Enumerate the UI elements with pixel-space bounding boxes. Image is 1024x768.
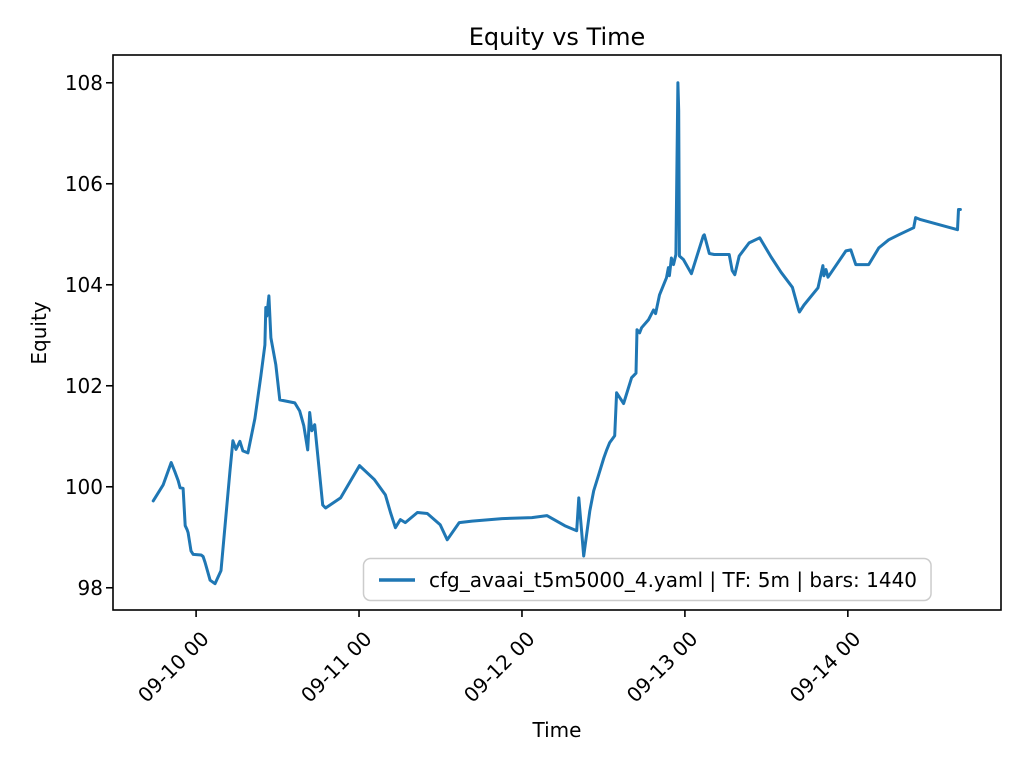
y-tick-label: 100: [65, 475, 103, 499]
y-axis-label: Equity: [27, 301, 51, 364]
y-tick-label: 98: [78, 576, 103, 600]
axis-ticks: 98 100 102 104 106 108 09-10 00 09-11 00 09-12 0…: [65, 71, 866, 707]
x-tick-label: 09-14 00: [785, 627, 866, 708]
y-tick-label: 106: [65, 172, 103, 196]
y-tick-label: 108: [65, 71, 103, 95]
x-tick-label: 09-10 00: [133, 627, 214, 708]
chart-title: Equity vs Time: [469, 23, 646, 51]
x-tick-label: 09-12 00: [459, 627, 540, 708]
legend-series-label: cfg_avaai_t5m5000_4.yaml | TF: 5m | bars…: [429, 568, 917, 592]
x-tick-label: 09-13 00: [622, 627, 703, 708]
x-axis-label: Time: [532, 718, 582, 742]
plot-area-spines: [112, 54, 1002, 611]
legend: cfg_avaai_t5m5000_4.yaml | TF: 5m | bars…: [362, 557, 932, 602]
legend-frame: [362, 557, 932, 602]
y-tick-label: 102: [65, 374, 103, 398]
equity-line-series: [151, 81, 962, 586]
x-tick-label: 09-11 00: [296, 627, 377, 708]
y-tick-label: 104: [65, 273, 103, 297]
